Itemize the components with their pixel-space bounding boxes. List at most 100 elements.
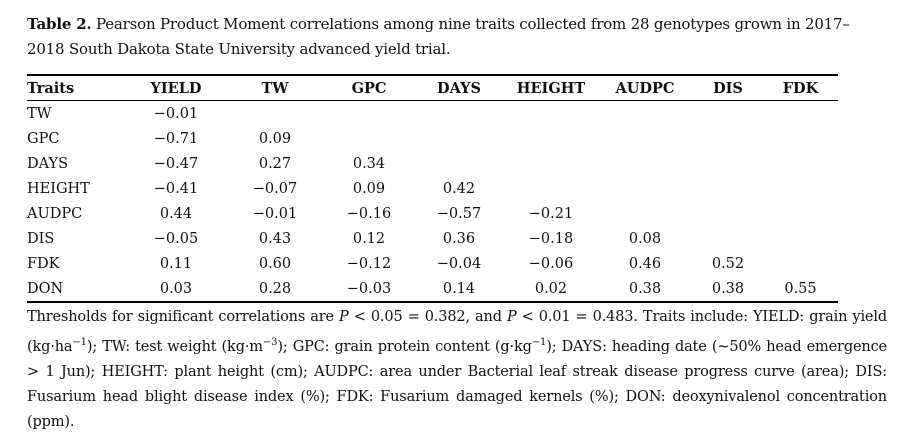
footnote-text: Thresholds for significant correlations …	[27, 309, 340, 325]
correlation-cell: −0.06	[528, 255, 574, 272]
footnote-superscript: −1	[72, 337, 87, 348]
correlation-cell: 0.46	[628, 255, 662, 272]
correlation-cell: −0.05	[153, 230, 199, 247]
correlation-cell: 0.27	[258, 155, 292, 172]
correlation-cell: 0.12	[352, 230, 386, 247]
table-row: DON 0.03 0.28 −0.03 0.14 0.02 0.38 0.38 0.55	[27, 276, 838, 302]
table-row: HEIGHT −0.41 −0.07 0.09 0.42	[27, 176, 838, 201]
correlation-cell: 0.34	[352, 155, 386, 172]
correlation-cell	[693, 151, 763, 176]
correlation-cell	[505, 126, 597, 151]
correlation-cell: −0.04	[436, 255, 482, 272]
row-trait-label: FDK	[27, 255, 60, 272]
correlation-cell	[763, 251, 838, 276]
correlation-cell: 0.36	[442, 230, 476, 247]
caption-text: Pearson Product Moment correlations amon…	[27, 15, 850, 58]
footnote-p-symbol: P	[506, 309, 517, 325]
row-trait-label: TW	[27, 105, 52, 122]
correlation-cell: 0.03	[159, 280, 193, 297]
correlation-cell: 0.52	[711, 255, 745, 272]
footnote-superscript: −1	[531, 337, 547, 348]
header-dis: DIS	[713, 79, 743, 97]
correlation-cell: −0.71	[153, 130, 199, 147]
header-audpc: AUDPC	[615, 79, 675, 97]
footnote-text: ); GPC: grain protein content (g·kg	[277, 338, 532, 355]
correlation-cell	[693, 101, 763, 127]
table-caption: Table 2. Pearson Product Moment correlat…	[27, 12, 887, 62]
correlation-cell: −0.41	[153, 180, 199, 197]
header-gpc: GPC	[351, 79, 387, 97]
correlation-cell: −0.12	[346, 255, 392, 272]
correlation-cell: 0.42	[442, 180, 476, 197]
correlation-cell	[763, 126, 838, 151]
correlation-cell: 0.43	[258, 230, 292, 247]
correlation-cell	[693, 126, 763, 151]
correlation-cell: 0.02	[534, 280, 568, 297]
correlation-cell	[505, 176, 597, 201]
table-body: TW −0.01 GPC −0.71 0.09 DAYS −0.47 0.27 0.34 HEIG…	[27, 101, 838, 302]
footnote-text: ); TW: test weight (kg·m	[86, 338, 263, 355]
correlation-cell	[763, 176, 838, 201]
correlation-cell: −0.21	[528, 205, 574, 222]
correlation-cell	[693, 176, 763, 201]
correlation-table-container: Traits YIELD TW GPC DAYS HEIGHT AUDPC DI…	[27, 74, 838, 303]
correlation-cell: 0.44	[159, 205, 193, 222]
correlation-cell	[763, 201, 838, 226]
header-days: DAYS	[437, 79, 481, 97]
correlation-cell	[597, 126, 693, 151]
correlation-cell	[505, 151, 597, 176]
correlation-cell	[413, 126, 505, 151]
footnote-text: < 0.01 = 0.483. Traits include: YIELD: g…	[27, 309, 887, 355]
header-traits: Traits	[27, 79, 75, 97]
correlation-table: Traits YIELD TW GPC DAYS HEIGHT AUDPC DI…	[27, 74, 838, 303]
correlation-cell: −0.18	[528, 230, 574, 247]
row-trait-label: HEIGHT	[27, 180, 90, 197]
correlation-cell: 0.14	[442, 280, 476, 297]
correlation-cell: −0.07	[252, 180, 298, 197]
correlation-cell: −0.01	[252, 205, 298, 222]
correlation-cell: 0.28	[258, 280, 292, 297]
correlation-cell	[693, 201, 763, 226]
header-tw: TW	[261, 79, 289, 97]
correlation-cell: 0.60	[258, 255, 292, 272]
correlation-cell	[505, 101, 597, 127]
table-footnote: Thresholds for significant correlations …	[27, 305, 887, 435]
table-row: TW −0.01	[27, 101, 838, 127]
correlation-cell	[597, 151, 693, 176]
footnote-p-symbol: P	[339, 309, 349, 325]
row-trait-label: DON	[27, 280, 64, 297]
footnote-text: ); DAYS: heading date (~50% head emergen…	[27, 338, 887, 430]
correlation-cell	[413, 151, 505, 176]
correlation-cell	[763, 101, 838, 127]
correlation-cell: 0.11	[159, 255, 193, 272]
table-row: FDK 0.11 0.60 −0.12 −0.04 −0.06 0.46 0.52	[27, 251, 838, 276]
correlation-cell	[763, 151, 838, 176]
correlation-cell: 0.09	[352, 180, 386, 197]
correlation-cell	[225, 101, 325, 127]
correlation-cell: −0.57	[436, 205, 482, 222]
footnote-superscript: −3	[262, 337, 278, 348]
table-row: GPC −0.71 0.09	[27, 126, 838, 151]
correlation-cell: −0.47	[153, 155, 199, 172]
correlation-cell	[763, 226, 838, 251]
footnote-text: < 0.05 = 0.382, and	[348, 309, 507, 325]
table-row: AUDPC 0.44 −0.01 −0.16 −0.57 −0.21	[27, 201, 838, 226]
table-row: DAYS −0.47 0.27 0.34	[27, 151, 838, 176]
row-trait-label: DIS	[27, 230, 55, 247]
correlation-cell: −0.16	[346, 205, 392, 222]
correlation-cell	[325, 126, 413, 151]
correlation-cell: −0.01	[153, 105, 199, 122]
row-trait-label: GPC	[27, 130, 60, 147]
correlation-cell	[325, 101, 413, 127]
correlation-cell	[413, 101, 505, 127]
correlation-cell: 0.55	[784, 280, 817, 297]
correlation-cell: −0.03	[346, 280, 392, 297]
correlation-cell: 0.09	[258, 130, 292, 147]
header-row: Traits YIELD TW GPC DAYS HEIGHT AUDPC DI…	[27, 75, 838, 101]
correlation-cell	[597, 176, 693, 201]
header-fdk: FDK	[782, 79, 819, 97]
table-row: DIS −0.05 0.43 0.12 0.36 −0.18 0.08	[27, 226, 838, 251]
correlation-cell: 0.38	[711, 280, 745, 297]
row-trait-label: DAYS	[27, 155, 69, 172]
header-yield: YIELD	[150, 79, 202, 97]
